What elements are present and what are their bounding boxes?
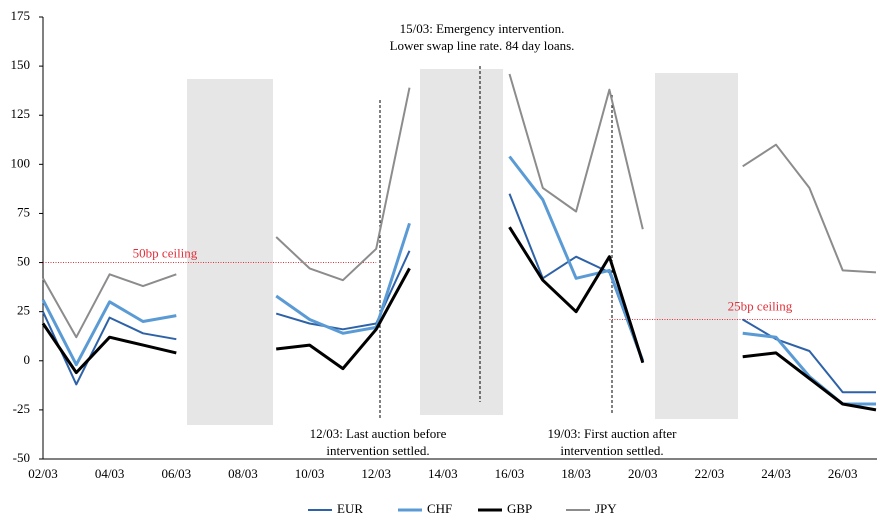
- annotation: intervention settled.: [326, 443, 429, 458]
- y-tick-label: 75: [17, 204, 30, 219]
- x-tick-label: 24/03: [761, 466, 791, 481]
- series-line: [41, 226, 877, 412]
- x-tick-label: 16/03: [495, 466, 525, 481]
- y-tick-label: -50: [13, 450, 30, 465]
- y-tick-label: 150: [11, 57, 31, 72]
- x-tick-label: 08/03: [228, 466, 258, 481]
- x-tick-label: 04/03: [95, 466, 125, 481]
- y-tick-label: 0: [24, 352, 31, 367]
- annotation: 12/03: Last auction before: [310, 426, 447, 441]
- y-tick-label: 125: [11, 106, 31, 121]
- legend-label: EUR: [337, 501, 363, 516]
- ceiling-label: 50bp ceiling: [133, 246, 198, 261]
- annotation: intervention settled.: [560, 443, 663, 458]
- series-line: [41, 155, 876, 406]
- legend-label: GBP: [507, 501, 532, 516]
- x-tick-label: 06/03: [161, 466, 191, 481]
- legend-label: JPY: [595, 501, 617, 516]
- y-tick-label: 50: [17, 254, 30, 269]
- weekend-shade: [420, 69, 503, 415]
- x-tick-label: 22/03: [695, 466, 725, 481]
- x-tick-label: 12/03: [361, 466, 391, 481]
- annotation: Lower swap line rate. 84 day loans.: [390, 38, 575, 53]
- y-tick-label: 25: [17, 303, 30, 318]
- annotation: 19/03: First auction after: [548, 426, 678, 441]
- x-tick-label: 10/03: [295, 466, 325, 481]
- y-tick-label: 100: [11, 155, 31, 170]
- legend-label: CHF: [427, 501, 452, 516]
- x-tick-label: 14/03: [428, 466, 458, 481]
- y-tick-label: 175: [11, 8, 31, 23]
- x-tick-label: 26/03: [828, 466, 858, 481]
- ceiling-label: 25bp ceiling: [728, 299, 793, 314]
- x-tick-label: 02/03: [28, 466, 58, 481]
- series-line: [42, 73, 877, 339]
- y-tick-label: -25: [13, 401, 30, 416]
- annotation: 15/03: Emergency intervention.: [400, 21, 565, 36]
- weekend-shade: [187, 79, 273, 425]
- series-line: [42, 193, 876, 394]
- x-tick-label: 20/03: [628, 466, 658, 481]
- weekend-shade: [655, 73, 738, 419]
- x-tick-label: 18/03: [561, 466, 591, 481]
